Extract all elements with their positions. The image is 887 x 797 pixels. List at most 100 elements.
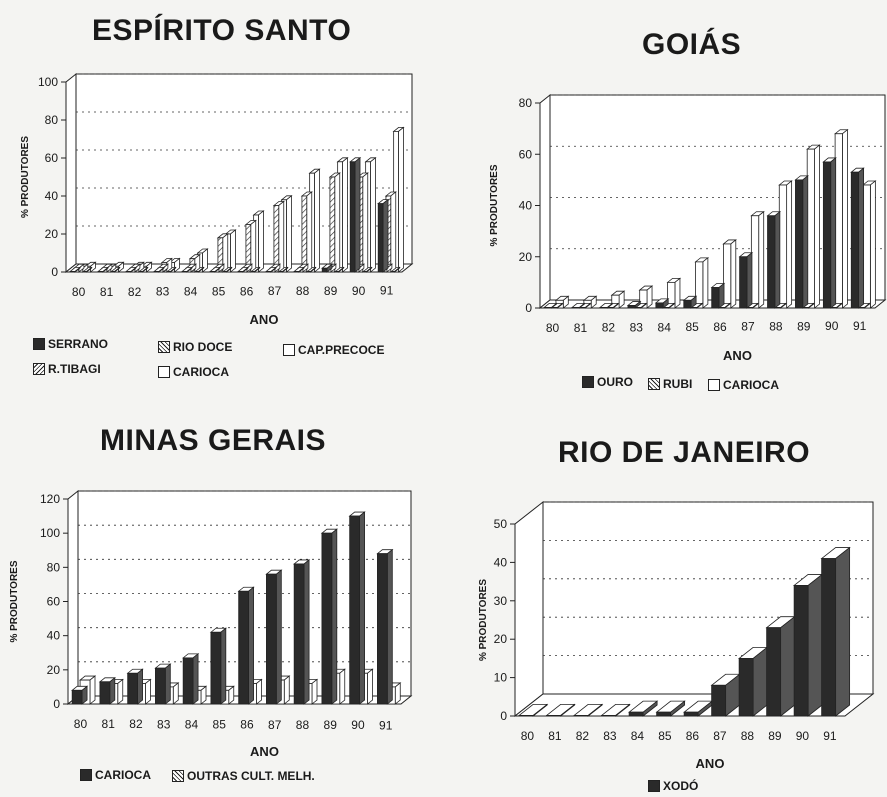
bar bbox=[572, 703, 604, 717]
x-tick-label: 86 bbox=[686, 729, 700, 743]
bar bbox=[272, 200, 285, 273]
legend-item-outras: OUTRAS CULT. MELH. bbox=[172, 769, 315, 783]
bar bbox=[237, 586, 255, 705]
y-tick-label: 20 bbox=[494, 632, 508, 646]
bar-front bbox=[546, 715, 562, 717]
bar bbox=[265, 266, 278, 273]
bar-front bbox=[217, 237, 224, 273]
swatch-icon bbox=[158, 366, 170, 378]
y-tick-label: 20 bbox=[47, 663, 61, 677]
bar-front bbox=[821, 558, 837, 717]
x-tick-label: 85 bbox=[212, 284, 226, 298]
legend-item-carioca: CARIOCA bbox=[158, 365, 229, 379]
bar bbox=[610, 290, 626, 309]
legend-label: RUBI bbox=[663, 377, 693, 391]
x-tick-label: 83 bbox=[603, 729, 617, 743]
bar bbox=[833, 128, 849, 309]
x-tick-label: 85 bbox=[685, 320, 699, 334]
x-tick-label: 90 bbox=[825, 319, 839, 333]
y-tick-label: 80 bbox=[45, 113, 59, 127]
bar bbox=[666, 277, 682, 309]
bar bbox=[216, 232, 229, 273]
x-axis-label: ANO bbox=[250, 312, 279, 327]
y-tick-label: 100 bbox=[40, 526, 60, 540]
swatch-icon bbox=[80, 769, 92, 781]
bar-front bbox=[181, 270, 188, 273]
x-tick-label: 86 bbox=[240, 284, 254, 298]
x-tick-label: 82 bbox=[602, 321, 616, 335]
bar bbox=[348, 511, 366, 705]
bar-front bbox=[266, 573, 277, 705]
bar bbox=[71, 685, 89, 705]
bar-front bbox=[71, 689, 83, 705]
y-tick-label: 0 bbox=[525, 301, 532, 315]
bar bbox=[300, 191, 313, 273]
bar-front bbox=[301, 195, 308, 273]
legend-item-cap-precoce: CAP.PRECOCE bbox=[283, 343, 384, 357]
y-tick-label: 0 bbox=[500, 709, 507, 723]
bar-front bbox=[573, 715, 589, 717]
x-tick-label: 91 bbox=[853, 319, 867, 333]
bar-front bbox=[329, 176, 336, 273]
bar-front bbox=[795, 179, 804, 309]
legend-item-rio-doce: RIO DOCE bbox=[158, 340, 232, 354]
bar-front bbox=[69, 270, 76, 273]
bar-front bbox=[349, 161, 356, 273]
x-tick-label: 81 bbox=[548, 729, 562, 743]
x-tick-label: 80 bbox=[74, 717, 88, 731]
bar bbox=[97, 266, 110, 273]
bar-front bbox=[723, 243, 732, 309]
bar bbox=[69, 266, 82, 273]
bar-side bbox=[780, 615, 796, 717]
bar bbox=[126, 668, 144, 705]
chart-title-rio-de-janeiro: RIO DE JANEIRO bbox=[558, 436, 811, 469]
y-axis-label: % PRODUTORES bbox=[9, 560, 20, 642]
bar-side bbox=[807, 573, 823, 717]
bar bbox=[570, 302, 586, 309]
bar bbox=[654, 298, 670, 309]
bar bbox=[543, 302, 558, 309]
bar bbox=[710, 282, 726, 309]
bar bbox=[181, 266, 194, 273]
bar-front bbox=[599, 306, 608, 309]
bar-front bbox=[209, 270, 216, 273]
bar bbox=[265, 569, 283, 705]
bar bbox=[244, 219, 257, 273]
bar-front bbox=[711, 684, 727, 717]
bar bbox=[850, 167, 865, 309]
bar bbox=[738, 251, 754, 309]
bar-front bbox=[293, 270, 300, 273]
legend-label: CARIOCA bbox=[173, 365, 229, 379]
bar-front bbox=[655, 302, 664, 309]
bar-front bbox=[543, 306, 552, 309]
x-tick-label: 86 bbox=[713, 320, 727, 334]
bar-front bbox=[656, 711, 672, 717]
bar bbox=[182, 653, 200, 705]
bar-front bbox=[711, 287, 720, 309]
bar-front bbox=[182, 657, 194, 705]
bar bbox=[153, 266, 166, 273]
bar bbox=[806, 144, 821, 309]
bar bbox=[660, 302, 676, 309]
chart-title-goias: GOIÁS bbox=[642, 28, 742, 61]
y-tick-label: 60 bbox=[45, 151, 59, 165]
x-tick-label: 89 bbox=[324, 718, 338, 732]
bar bbox=[237, 266, 250, 273]
bar bbox=[598, 302, 614, 309]
legend-label: R.TIBAGI bbox=[48, 362, 101, 376]
bar-front bbox=[738, 658, 754, 717]
y-tick-label: 80 bbox=[519, 96, 533, 110]
bar bbox=[820, 546, 851, 717]
bar bbox=[778, 180, 793, 309]
y-tick-label: 40 bbox=[494, 555, 508, 569]
bar-front bbox=[628, 711, 644, 717]
bar bbox=[655, 700, 686, 717]
bar-front bbox=[822, 161, 832, 309]
y-tick-label: 80 bbox=[47, 560, 61, 574]
bar-front bbox=[766, 627, 782, 717]
y-tick-label: 20 bbox=[45, 227, 59, 241]
bar-front bbox=[627, 305, 636, 309]
x-tick-label: 91 bbox=[379, 718, 393, 732]
